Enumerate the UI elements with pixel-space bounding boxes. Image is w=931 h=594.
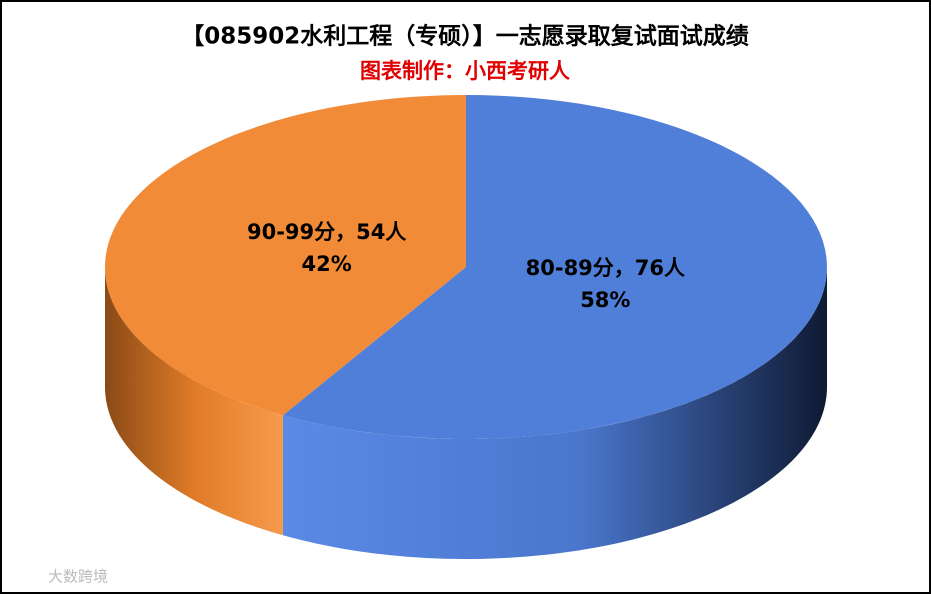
chart-title: 【085902水利工程（专硕）】一志愿录取复试面试成绩: [181, 23, 749, 50]
percent-label: 42%: [302, 252, 352, 276]
percent-label: 58%: [580, 288, 630, 312]
data-label: 80-89分，76人: [526, 256, 685, 280]
slice: [105, 95, 467, 416]
data-label: 90-99分，54人: [247, 220, 406, 244]
slice: [282, 95, 827, 439]
chart-subtitle: 图表制作：小西考研人: [360, 59, 570, 83]
watermark: 大数跨境: [48, 568, 108, 586]
slice-side: [282, 267, 827, 559]
slice-side: [105, 267, 283, 536]
